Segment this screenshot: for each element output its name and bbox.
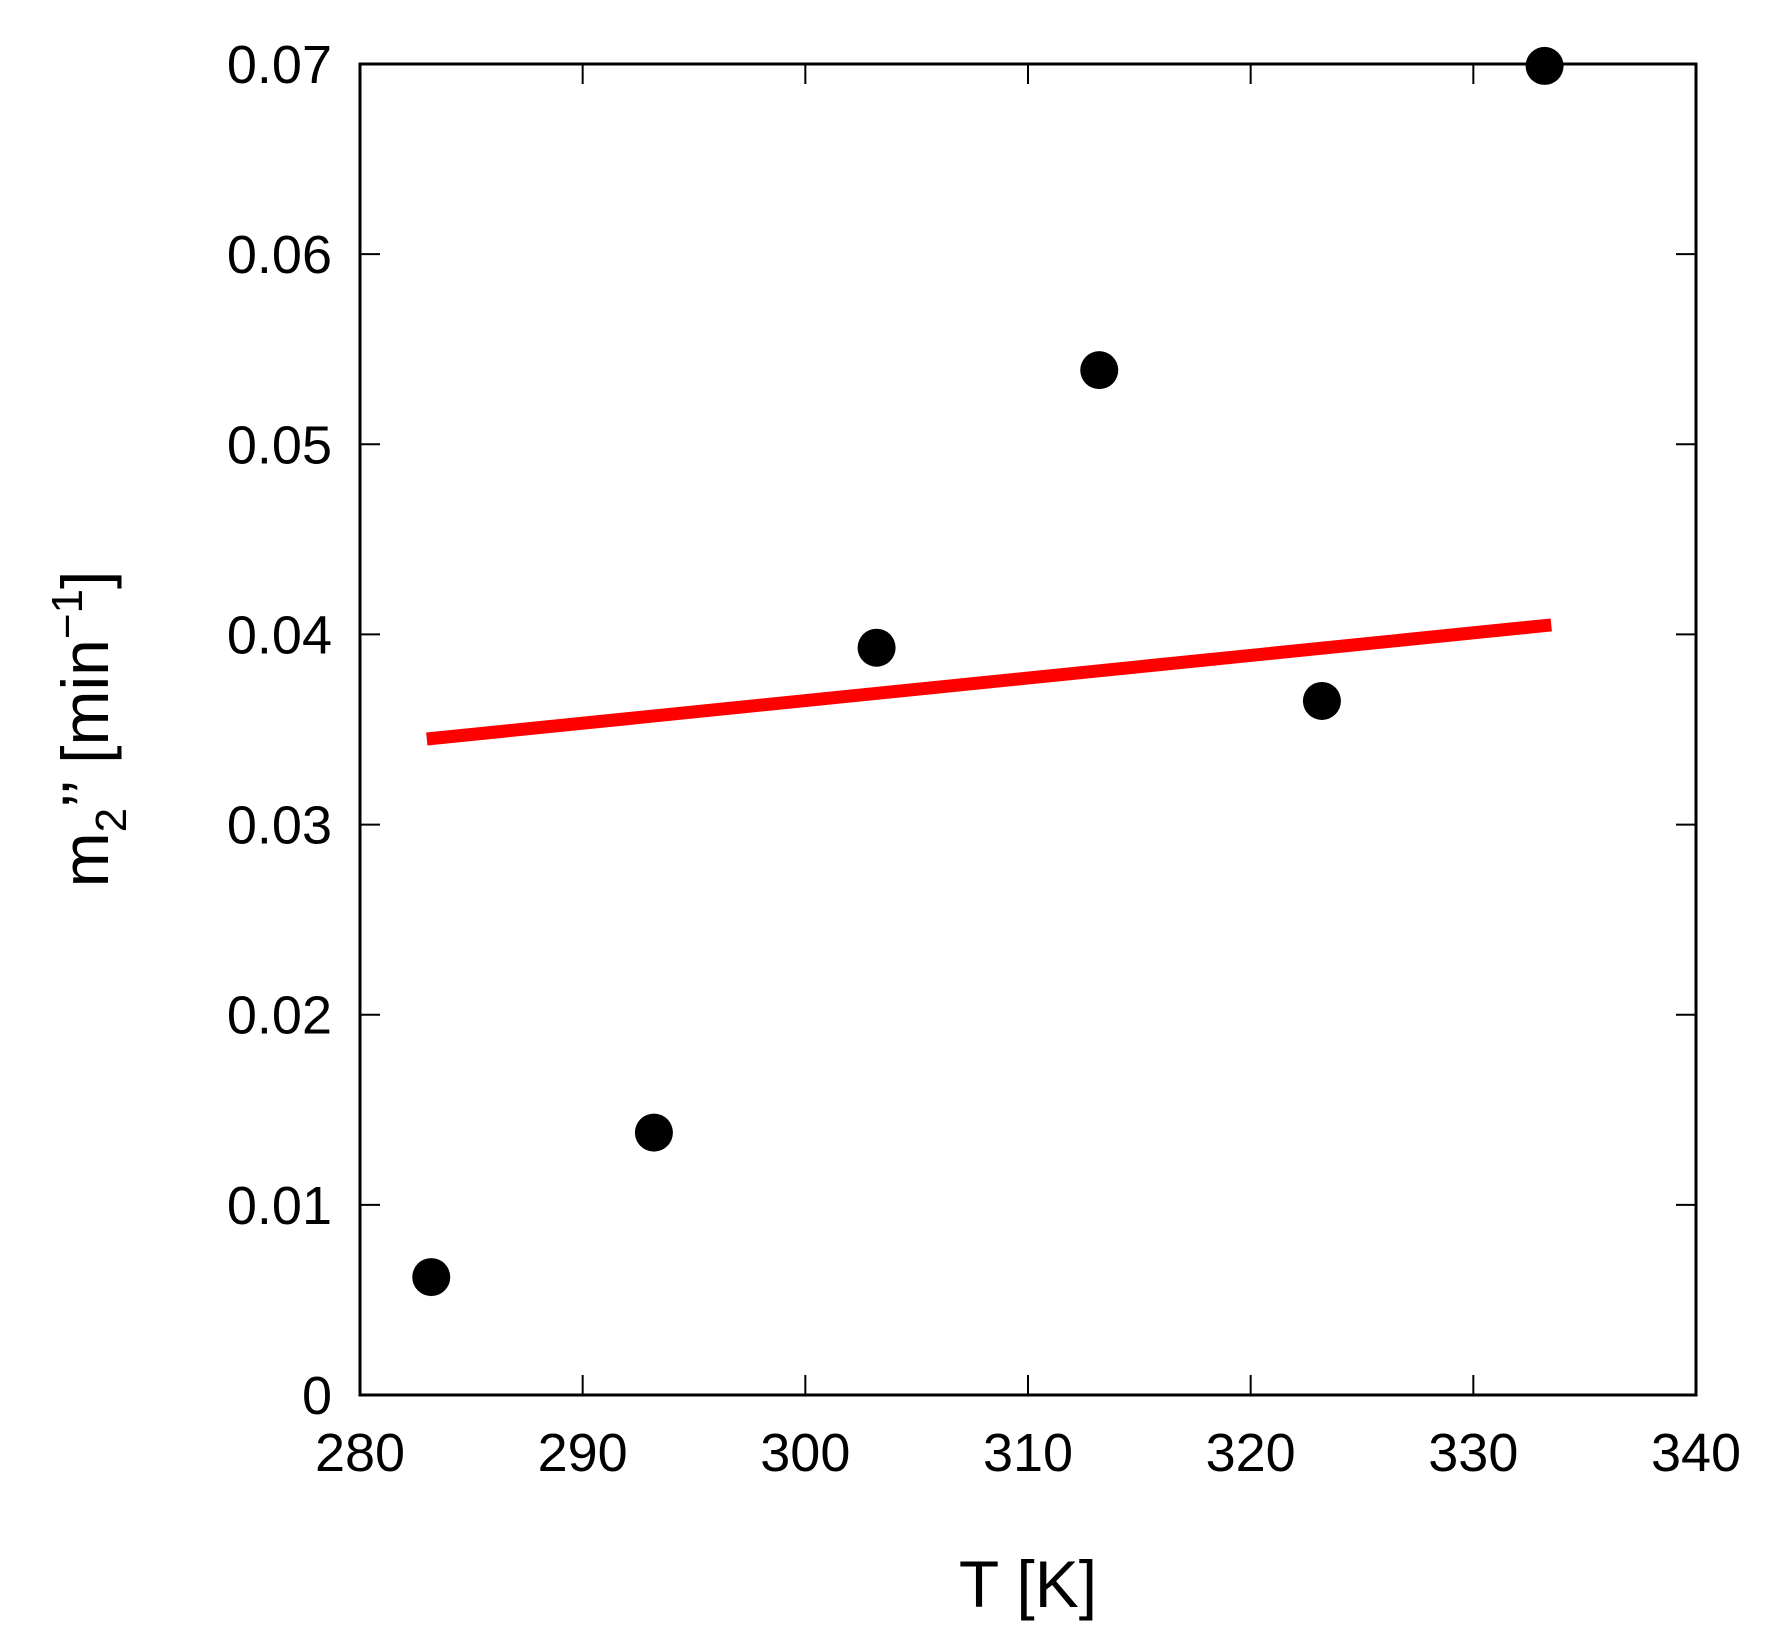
y-axis-title-main: m (48, 832, 122, 887)
y-axis-title-unit-close: ] (48, 571, 122, 589)
x-tick-label: 320 (1206, 1423, 1296, 1483)
y-tick-label: 0.05 (227, 415, 332, 475)
y-tick-label: 0.04 (227, 605, 332, 665)
y-axis-title-prime: ’’ (48, 782, 122, 808)
x-tick-label: 280 (315, 1423, 405, 1483)
x-tick-label: 300 (760, 1423, 850, 1483)
fit-line (426, 618, 1552, 746)
y-tick-label: 0.07 (227, 35, 332, 95)
data-point (634, 1113, 673, 1152)
y-tick-labels: 0 0.01 0.02 0.03 0.04 0.05 0.06 0.07 (227, 35, 332, 1426)
data-point (1302, 681, 1341, 720)
x-tick-label: 310 (983, 1423, 1073, 1483)
y-axis-title-unit-exponent: −1 (43, 589, 92, 639)
x-tick-label: 290 (538, 1423, 628, 1483)
fit-line-group (426, 618, 1552, 746)
y-tick-label: 0 (302, 1366, 332, 1426)
data-point (412, 1258, 451, 1297)
y-axis-title-subscript: 2 (87, 808, 136, 832)
y-tick-label: 0.06 (227, 225, 332, 285)
y-axis-title: m2’’ [min−1] (43, 571, 136, 888)
x-tick-label: 340 (1651, 1423, 1741, 1483)
y-axis-title-unit: [min (48, 639, 122, 782)
data-point (1080, 351, 1119, 390)
data-point (1525, 46, 1564, 85)
x-axis-title: T [K] (959, 1547, 1097, 1621)
y-tick-label: 0.01 (227, 1176, 332, 1236)
y-tick-label: 0.02 (227, 986, 332, 1046)
x-tick-label: 330 (1428, 1423, 1518, 1483)
x-tick-labels: 280 290 300 310 320 330 340 (315, 1423, 1741, 1483)
axis-ticks (359, 63, 1697, 1396)
y-tick-label: 0.03 (227, 796, 332, 856)
data-points (412, 46, 1564, 1297)
data-point (857, 628, 896, 667)
